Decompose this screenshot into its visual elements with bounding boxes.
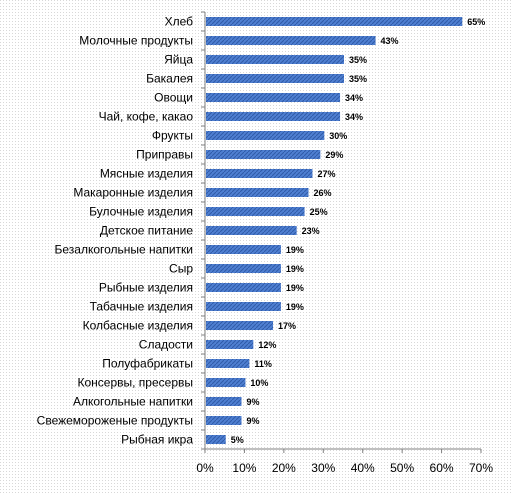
category-label: Детское питание [100,224,193,238]
category-labels: Хлеб Молочные продукты Яйца Бакалея Овощи Чай… [37,11,205,450]
category-label: Макаронные изделия [73,186,193,200]
data-label: 9% [246,416,259,426]
data-label: 34% [345,93,363,103]
data-label: 17% [278,321,296,331]
data-label: 9% [246,397,259,407]
category-label: Рыбная икра [121,433,193,447]
data-label: 35% [349,55,367,65]
bar [206,17,463,26]
x-tick-label: 60% [430,461,454,475]
x-tick-label: 40% [351,461,375,475]
bar [206,55,344,64]
bar [206,112,341,121]
category-label: Свежемороженые продукты [37,414,193,428]
bar [206,302,281,311]
bar [206,416,242,425]
x-tick-label: 50% [390,461,414,475]
bars [206,17,463,444]
x-tick-label: 10% [232,461,256,475]
bar [206,359,250,368]
data-label: 19% [286,245,304,255]
category-label: Овощи [154,91,193,105]
bar [206,131,325,140]
data-label: 5% [231,435,244,445]
category-label: Молочные продукты [79,34,193,48]
data-label: 27% [317,169,335,179]
data-label: 65% [467,17,485,27]
category-label: Булочные изделия [89,205,193,219]
data-label: 25% [310,207,328,217]
category-label: Яйца [164,53,193,67]
category-label: Фрукты [152,129,193,143]
bar [206,36,376,45]
bar [206,226,297,235]
x-tick-label: 70% [469,461,493,475]
bar [206,74,344,83]
bar [206,264,281,273]
x-tick-label: 0% [196,461,214,475]
bar [206,150,321,159]
category-label: Табачные изделия [90,300,193,314]
x-axis: 0% 10% 20% 30% 40% 50% 60% 70% [196,448,493,475]
data-label: 34% [345,112,363,122]
data-label: 19% [286,283,304,293]
data-label: 19% [286,302,304,312]
data-label: 26% [314,188,332,198]
bar [206,188,309,197]
bar [206,245,281,254]
x-tick-label: 20% [272,461,296,475]
bar [206,435,226,444]
bar [206,378,246,387]
bar [206,397,242,406]
category-label: Приправы [136,148,193,162]
bar [206,283,281,292]
data-label: 29% [325,150,343,160]
bar [206,93,341,102]
category-label: Безалкогольные напитки [54,243,193,257]
bar [206,321,274,330]
data-label: 35% [349,74,367,84]
data-label: 19% [286,264,304,274]
category-label: Сладости [139,338,193,352]
x-tick-label: 30% [311,461,335,475]
data-label: 30% [329,131,347,141]
category-label: Колбасные изделия [83,319,193,333]
data-label: 10% [250,378,268,388]
category-label: Консервы, пресервы [78,376,194,390]
category-label: Бакалея [146,72,193,86]
category-label: Рыбные изделия [99,281,193,295]
category-label: Алкогольные напитки [73,395,193,409]
category-label: Чай, кофе, какао [99,110,194,124]
data-label: 11% [254,359,272,369]
category-label: Полуфабрикаты [102,357,193,371]
category-label: Хлеб [165,15,194,29]
category-label: Сыр [169,262,193,276]
data-label: 12% [258,340,276,350]
data-label: 23% [302,226,320,236]
bar [206,169,313,178]
bar [206,207,305,216]
category-label: Мясные изделия [100,167,193,181]
data-labels: 65% 43% 35% 35% 34% 34% 30% 29% 27% 26% 25% 23% 19% 1… [231,17,486,445]
data-label: 43% [381,36,399,46]
bar [206,340,254,349]
